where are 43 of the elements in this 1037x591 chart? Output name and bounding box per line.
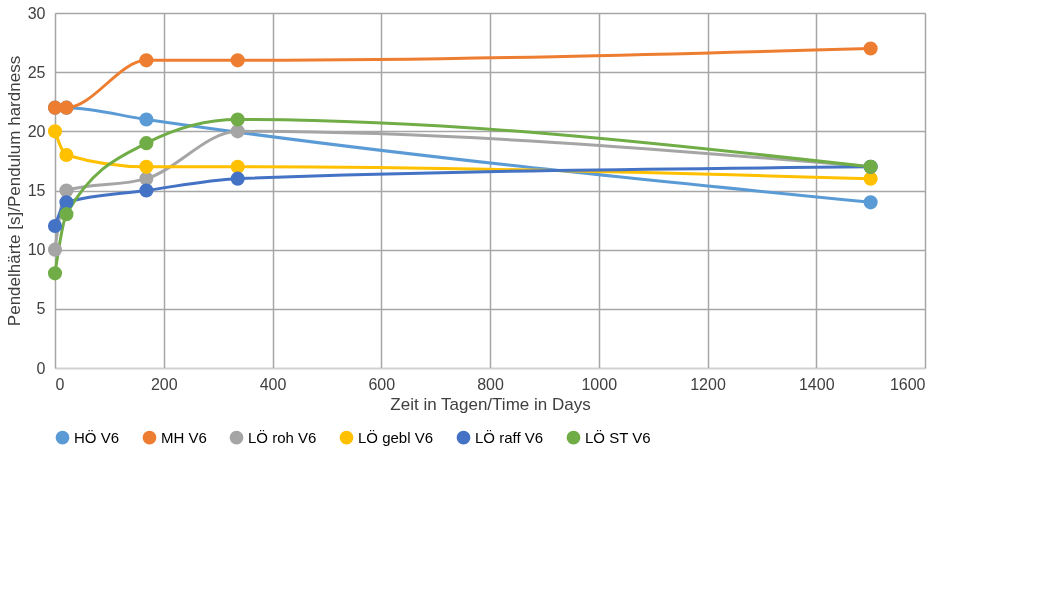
x-tick-label: 0 (55, 375, 65, 393)
x-tick-label: 1000 (581, 375, 618, 393)
point (59, 207, 74, 222)
legend-label: LÖ roh V6 (248, 428, 317, 446)
y-tick-label: 25 (27, 63, 46, 81)
point (230, 53, 245, 68)
point (863, 171, 878, 186)
point (47, 242, 63, 257)
y-axis-title: Pendelhärte [s]/Pendulum hardness (4, 55, 24, 327)
y-tick-label: 5 (36, 300, 46, 318)
point (863, 41, 878, 56)
x-tick-label: 600 (368, 375, 396, 393)
point (47, 218, 63, 234)
x-tick-label: 1600 (889, 375, 926, 393)
legend-label: HÖ V6 (74, 428, 120, 446)
point (139, 159, 154, 174)
point (139, 136, 154, 151)
point (59, 147, 74, 163)
point (230, 124, 245, 139)
x-tick-label: 1400 (798, 375, 835, 393)
y-tick-label: 20 (27, 122, 46, 140)
point (863, 195, 878, 210)
x-tick-label: 200 (150, 375, 178, 393)
y-tick-label: 10 (27, 241, 46, 259)
legend-label: LÖ gebl V6 (358, 428, 434, 446)
legend-label: MH V6 (161, 428, 207, 446)
y-tick-label: 0 (36, 359, 46, 377)
x-axis-title: Zeit in Tagen/Time in Days (390, 394, 591, 414)
y-tick-label: 30 (27, 4, 46, 22)
point (230, 112, 245, 127)
point (139, 183, 154, 198)
point (47, 266, 63, 281)
point (230, 159, 245, 174)
x-tick-label: 1200 (690, 375, 726, 393)
x-tick-label: 800 (477, 375, 504, 393)
point (139, 53, 154, 68)
point (47, 124, 63, 139)
x-tick-label: 400 (259, 375, 287, 393)
point (230, 171, 245, 186)
legend-label: LÖ raff V6 (475, 428, 544, 446)
point (139, 112, 154, 127)
y-tick-label: 15 (27, 182, 46, 199)
legend-label: LÖ ST V6 (585, 428, 651, 446)
